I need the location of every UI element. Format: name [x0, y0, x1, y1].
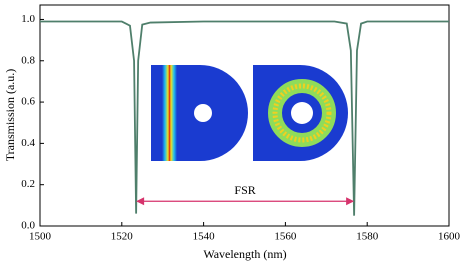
arrow-head — [346, 197, 355, 206]
transmission-line — [40, 20, 449, 216]
x-tick-label: 1500 — [29, 231, 52, 243]
x-tick-label: 1580 — [356, 231, 379, 243]
y-tick-label: 0.6 — [21, 96, 35, 108]
y-tick-label: 0.8 — [21, 54, 35, 66]
inset-right — [253, 65, 348, 161]
inset-left — [151, 65, 248, 161]
y-tick-label: 0.0 — [21, 220, 35, 232]
plot-frame — [39, 4, 450, 227]
x-tick-label: 1520 — [111, 231, 134, 243]
x-tick-label: 1540 — [193, 231, 216, 243]
y-tick-label: 1.0 — [21, 13, 35, 25]
y-axis-title: Transmission (a.u.) — [3, 69, 17, 162]
y-tick-label: 0.2 — [21, 178, 35, 190]
fsr-label: FSR — [234, 183, 255, 197]
x-tick-label: 1560 — [274, 231, 297, 243]
x-axis-title: Wavelength (nm) — [203, 247, 286, 261]
arrow-head — [136, 197, 145, 206]
x-tick-label: 1600 — [438, 231, 461, 243]
y-tick-label: 0.4 — [21, 137, 35, 149]
